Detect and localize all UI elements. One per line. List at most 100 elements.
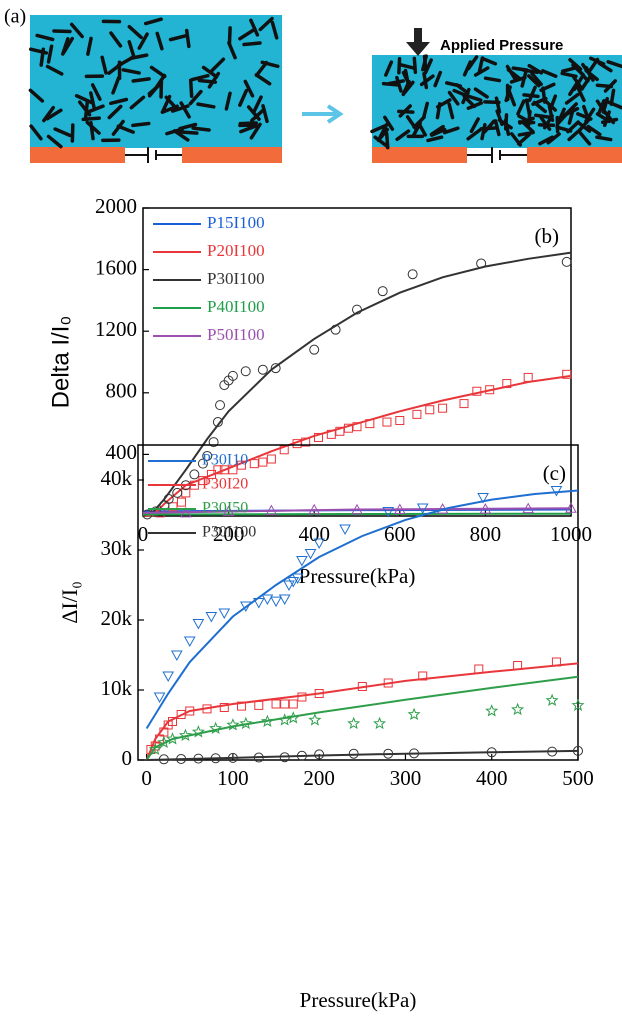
electrode — [30, 147, 125, 163]
fit-line — [146, 749, 579, 761]
data-point — [254, 700, 264, 710]
data-point — [373, 716, 387, 730]
fiber — [546, 132, 561, 145]
fiber — [466, 101, 484, 110]
fiber — [596, 99, 606, 116]
data-point — [236, 460, 246, 470]
data-point — [279, 752, 290, 763]
data-point — [571, 698, 585, 711]
fiber — [254, 60, 269, 78]
data-point — [278, 594, 291, 606]
data-point — [479, 503, 492, 514]
fiber — [238, 88, 249, 107]
fiber — [442, 126, 460, 135]
fiber — [483, 76, 502, 83]
x-tick-label: 400 — [298, 522, 330, 546]
data-point — [383, 748, 394, 759]
fiber — [480, 56, 498, 66]
data-point — [326, 429, 336, 439]
x-tick-label: 100 — [217, 766, 249, 790]
x-tick-label: 800 — [470, 522, 502, 546]
data-point — [330, 324, 341, 335]
fiber — [370, 124, 387, 134]
electrode — [182, 147, 282, 163]
data-point — [239, 716, 253, 730]
fiber — [444, 81, 463, 88]
data-point — [357, 682, 367, 691]
legend-label: P30I20 — [202, 476, 248, 493]
fiber — [373, 135, 389, 148]
fiber — [238, 121, 259, 126]
fiber — [422, 71, 429, 90]
fiber — [430, 127, 447, 137]
data-point — [179, 506, 192, 518]
data-point — [228, 465, 238, 475]
data-point — [351, 503, 363, 515]
data-point — [286, 711, 300, 724]
fiber — [121, 68, 141, 75]
legend-label: P50I100 — [207, 325, 265, 344]
data-point — [393, 503, 406, 515]
fiber — [45, 64, 64, 76]
pressure-arrow — [406, 28, 430, 56]
fiber — [107, 104, 123, 120]
x-tick-label: 300 — [390, 766, 422, 790]
data-point — [271, 699, 281, 709]
fiber — [224, 91, 232, 111]
fiber — [74, 94, 93, 105]
fiber — [494, 96, 502, 114]
fiber — [260, 60, 280, 69]
fiber — [39, 47, 46, 67]
data-point — [308, 713, 322, 726]
data-point — [562, 369, 572, 379]
data-point — [301, 437, 311, 447]
data-point — [253, 752, 264, 763]
data-point — [239, 601, 252, 613]
fiber — [465, 94, 483, 102]
data-point — [573, 745, 583, 756]
data-point — [192, 619, 205, 630]
data-point — [287, 577, 300, 588]
fiber — [243, 79, 255, 98]
data-point — [313, 432, 323, 442]
fiber — [28, 88, 45, 103]
data-point — [365, 419, 375, 429]
fiber — [556, 107, 566, 124]
fiber — [433, 70, 443, 88]
data-point — [280, 699, 290, 709]
y-tick-label: 20k — [101, 606, 133, 630]
plot-frame — [137, 444, 579, 761]
data-point — [258, 457, 268, 467]
data-point — [226, 718, 240, 731]
data-point — [513, 661, 523, 670]
data-point — [261, 594, 274, 606]
fiber — [383, 115, 395, 131]
data-point — [382, 507, 395, 518]
data-point — [249, 459, 259, 469]
electrode — [372, 147, 467, 163]
x-axis-title: Pressure(kPa) — [299, 564, 416, 588]
data-point — [237, 701, 247, 711]
fiber — [542, 114, 554, 130]
fiber — [398, 104, 412, 118]
y-tick-label: 400 — [106, 440, 138, 464]
data-point — [177, 497, 187, 507]
data-point — [260, 714, 274, 728]
data-point — [227, 370, 238, 381]
data-point — [222, 505, 235, 516]
fiber — [421, 54, 428, 72]
fiber — [526, 74, 541, 88]
fiber — [473, 66, 490, 77]
data-point — [163, 494, 174, 505]
data-point — [412, 409, 422, 419]
fiber — [521, 68, 539, 75]
legend-label: P30I10 — [202, 452, 248, 469]
fiber — [507, 89, 517, 107]
data-point — [313, 538, 326, 550]
x-tick-label: 1000 — [550, 522, 592, 546]
x-tick-label: 500 — [562, 766, 594, 790]
data-point — [197, 458, 208, 469]
data-point — [416, 503, 429, 515]
fiber — [586, 124, 602, 137]
